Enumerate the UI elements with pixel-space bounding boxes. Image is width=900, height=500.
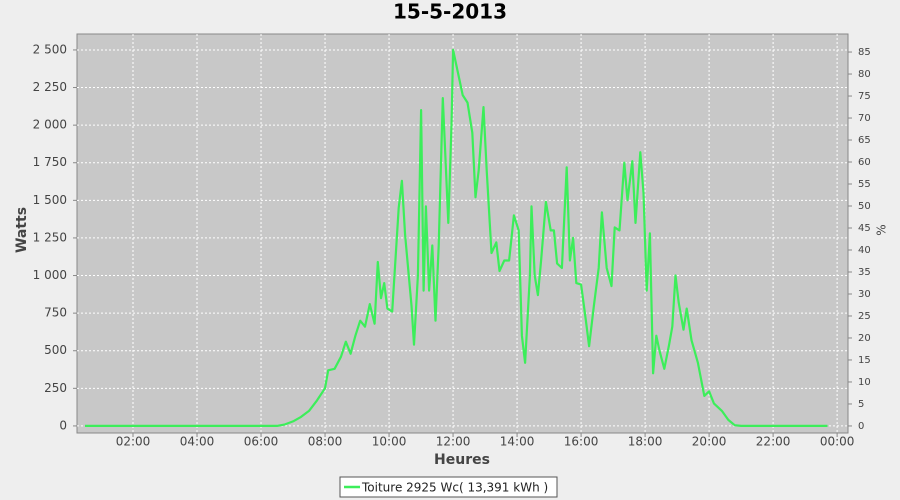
- x-tick-label: 18:00: [628, 435, 663, 449]
- x-tick-label: 08:00: [308, 435, 343, 449]
- y2-tick-label: 20: [858, 333, 871, 344]
- x-tick-label: 12:00: [436, 435, 471, 449]
- plot-area: [76, 33, 849, 434]
- y2-tick-label: 60: [858, 157, 871, 168]
- y-axis-label: Watts: [14, 207, 30, 253]
- y-tick-label: 2 500: [33, 42, 67, 56]
- x-tick-label: 10:00: [372, 435, 407, 449]
- y-tick-label: 500: [44, 343, 67, 357]
- y-tick-label: 750: [44, 306, 67, 320]
- x-axis-label: Heures: [434, 452, 490, 468]
- y2-tick-label: 75: [858, 91, 871, 102]
- y2-tick-label: 30: [858, 289, 871, 300]
- y2-tick-label: 80: [858, 69, 871, 80]
- y2-tick-label: 5: [858, 399, 864, 410]
- y2-tick-label: 45: [858, 223, 871, 234]
- y2-tick-label: 25: [858, 311, 871, 322]
- y2-tick-label: 55: [858, 179, 871, 190]
- y2-tick-label: 35: [858, 267, 871, 278]
- y-tick-label: 250: [44, 381, 67, 395]
- y-tick-label: 1 000: [33, 268, 67, 282]
- x-tick-label: 04:00: [180, 435, 215, 449]
- x-tick-label: 22:00: [756, 435, 791, 449]
- y2-tick-label: 0: [858, 421, 864, 432]
- legend-label: Toiture 2925 Wc( 13,391 kWh ): [361, 481, 548, 495]
- y-tick-label: 0: [59, 418, 67, 432]
- y-tick-label: 1 750: [33, 155, 67, 169]
- y2-tick-label: 50: [858, 201, 871, 212]
- y-tick-label: 2 250: [33, 80, 67, 94]
- legend-box: [339, 476, 558, 498]
- x-tick-label: 02:00: [116, 435, 151, 449]
- x-tick-label: 14:00: [500, 435, 535, 449]
- y2-tick-label: 65: [858, 135, 871, 146]
- y2-tick-label: 15: [858, 355, 871, 366]
- x-tick-label: 16:00: [564, 435, 599, 449]
- series-line: [85, 48, 828, 427]
- y2-tick-label: 40: [858, 245, 871, 256]
- x-tick-label: 00:00: [820, 435, 855, 449]
- y2-axis-label: %: [875, 224, 889, 235]
- x-tick-label: 20:00: [692, 435, 727, 449]
- x-tick-label: 06:00: [244, 435, 279, 449]
- y2-tick-label: 10: [858, 377, 871, 388]
- y-tick-label: 1 500: [33, 193, 67, 207]
- y2-tick-label: 85: [858, 47, 871, 58]
- legend: Toiture 2925 Wc( 13,391 kWh ): [339, 476, 558, 498]
- chart-title: 15-5-2013: [393, 0, 507, 24]
- y-tick-label: 2 000: [33, 118, 67, 132]
- y2-tick-label: 70: [858, 113, 871, 124]
- y-tick-label: 1 250: [33, 230, 67, 244]
